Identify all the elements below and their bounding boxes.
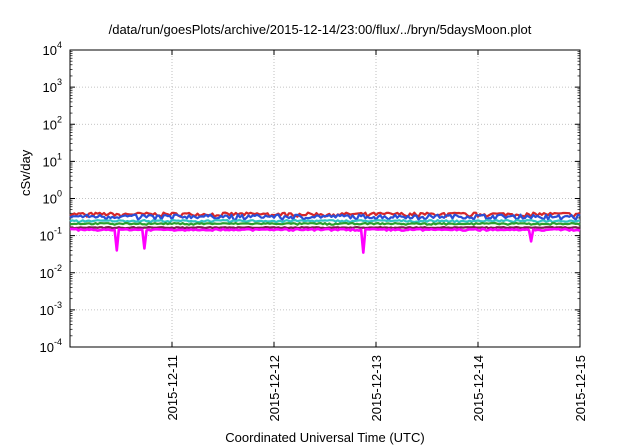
x-tick-label: 2015-12-11 bbox=[165, 355, 180, 421]
y-tick-label: 10-3 bbox=[40, 300, 62, 318]
y-tick-label: 102 bbox=[43, 114, 62, 132]
y-tick-label: 10-1 bbox=[40, 226, 62, 244]
x-tick-label: 2015-12-14 bbox=[471, 355, 486, 422]
x-tick-label: 2015-12-13 bbox=[369, 355, 384, 422]
y-tick-label: 103 bbox=[43, 77, 62, 95]
y-tick-label: 10-2 bbox=[40, 263, 62, 281]
y-tick-label: 101 bbox=[43, 151, 62, 169]
y-tick-label: 100 bbox=[43, 189, 62, 207]
series-line bbox=[69, 213, 581, 221]
series-line bbox=[70, 221, 581, 226]
series-line bbox=[69, 219, 581, 224]
y-tick-label: 104 bbox=[43, 40, 62, 58]
y-axis-label: cSv/day bbox=[18, 149, 33, 196]
chart-title: /data/run/goesPlots/archive/2015-12-14/2… bbox=[108, 22, 532, 37]
series-line bbox=[70, 227, 581, 254]
x-axis-label: Coordinated Universal Time (UTC) bbox=[225, 430, 425, 445]
x-tick-label: 2015-12-12 bbox=[267, 355, 282, 422]
y-tick-label: 10-4 bbox=[40, 337, 62, 355]
x-tick-label: 2015-12-15 bbox=[573, 355, 588, 422]
